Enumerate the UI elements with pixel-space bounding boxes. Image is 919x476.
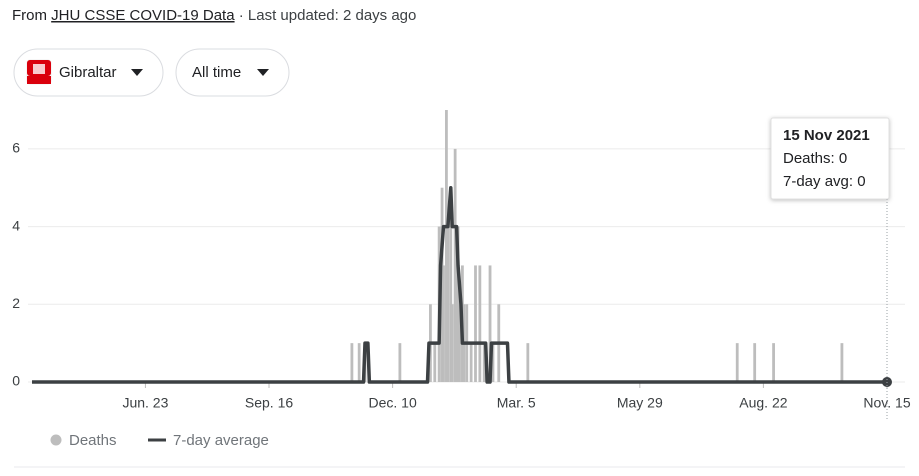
bar	[456, 226, 460, 382]
bar	[735, 343, 739, 382]
legend-label: 7-day average	[173, 432, 269, 449]
source-line: From JHU CSSE COVID-19 Data · Last updat…	[12, 7, 416, 24]
tooltip-date: 15 Nov 2021	[783, 127, 870, 144]
bar	[350, 343, 354, 382]
y-tick-label: 4	[12, 217, 20, 233]
average-line	[32, 185, 887, 384]
bar	[450, 304, 454, 382]
x-tick-label: Mar. 5	[497, 395, 536, 411]
bar	[526, 343, 530, 382]
flag-bottom	[27, 76, 51, 84]
bar	[772, 343, 775, 382]
y-tick-label: 6	[12, 140, 20, 156]
bar	[445, 110, 448, 382]
bar	[482, 343, 486, 382]
y-tick-label: 0	[12, 373, 20, 389]
source-link[interactable]: JHU CSSE COVID-19 Data	[51, 7, 235, 24]
tooltip-average: 7-day avg: 0	[783, 173, 866, 190]
source-prefix: From	[12, 7, 47, 24]
x-tick-label: Sep. 16	[245, 395, 293, 411]
bar	[446, 226, 450, 382]
updated: · Last updated: 2 days ago	[239, 7, 417, 24]
bar	[469, 343, 473, 382]
tooltip: 15 Nov 2021 Deaths: 0 7-day avg: 0	[770, 117, 890, 200]
range-label: All time	[192, 64, 241, 81]
bar	[458, 304, 461, 382]
location-label: Gibraltar	[59, 64, 117, 81]
dropdown-arrow	[257, 69, 269, 76]
bar	[753, 343, 757, 382]
dropdown-arrow	[131, 69, 143, 76]
legend-label: Deaths	[69, 432, 117, 449]
flag-castle	[33, 64, 45, 74]
bar	[449, 187, 453, 382]
bar	[357, 343, 361, 382]
legend-swatch	[50, 434, 62, 446]
button-bg	[13, 48, 164, 97]
x-tick-label: Jun. 23	[122, 395, 168, 411]
tooltip-bg	[770, 117, 890, 200]
bar	[398, 343, 402, 382]
location-button[interactable]: Gibraltar	[13, 48, 164, 97]
bar	[478, 265, 482, 382]
x-tick-label: Aug. 22	[739, 395, 787, 411]
range-button[interactable]: All time	[175, 48, 290, 97]
bar	[433, 343, 437, 382]
bar	[491, 343, 495, 382]
button-bg	[175, 48, 290, 97]
tooltip-deaths: Deaths: 0	[783, 150, 847, 167]
bar	[442, 265, 445, 382]
bar	[440, 187, 444, 382]
bar	[488, 265, 492, 382]
plot: 0 2 4 6 Jun. 23 Sep. 16 Dec. 10 Mar. 5 May 29 Aug…	[12, 110, 911, 411]
bar	[455, 265, 458, 382]
x-tick-label: May 29	[617, 395, 663, 411]
bar	[474, 265, 477, 382]
x-tick-label: Dec. 10	[368, 395, 416, 411]
bar	[840, 343, 844, 382]
bar	[453, 148, 457, 382]
x-tick-label: Nov. 15	[863, 395, 910, 411]
y-tick-label: 2	[12, 295, 20, 311]
